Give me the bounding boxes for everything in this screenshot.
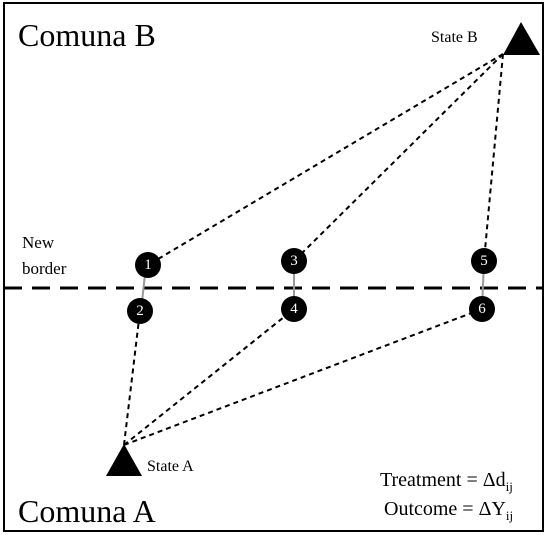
dash-line <box>123 310 141 446</box>
node-label: 2 <box>136 303 144 319</box>
state-label: State B <box>431 29 478 46</box>
legend-sub: ij <box>506 479 513 494</box>
node: 6 <box>469 296 495 322</box>
node: 5 <box>471 248 497 274</box>
dash-line <box>123 308 483 446</box>
node-label: 4 <box>290 301 298 317</box>
region-title: Comuna B <box>18 17 156 53</box>
dash-line <box>147 53 504 266</box>
node: 4 <box>281 296 307 322</box>
legend-main: Treatment = Δd <box>380 469 506 491</box>
node-label: 1 <box>144 257 152 273</box>
frame <box>3 2 544 532</box>
connections <box>123 53 504 446</box>
node: 2 <box>127 298 153 324</box>
state-b-marker <box>503 22 540 55</box>
border-label: border <box>22 259 67 278</box>
node-label: 6 <box>478 301 486 317</box>
dash-line <box>123 308 295 446</box>
legend-text: Treatment = Δdij <box>380 469 513 494</box>
state-label: State A <box>147 458 194 475</box>
legend-main: Outcome = ΔY <box>384 498 506 520</box>
state-a-marker <box>106 444 142 476</box>
legend-sub: ij <box>506 508 513 523</box>
dash-line <box>293 53 504 262</box>
node-label: 3 <box>290 253 298 269</box>
region-title: Comuna A <box>18 493 156 529</box>
legend-text: Outcome = ΔYij <box>384 498 513 523</box>
dash-line <box>483 53 504 262</box>
node-label: 5 <box>480 253 488 269</box>
node: 1 <box>135 252 161 278</box>
border-label: New <box>22 233 55 252</box>
node: 3 <box>281 248 307 274</box>
